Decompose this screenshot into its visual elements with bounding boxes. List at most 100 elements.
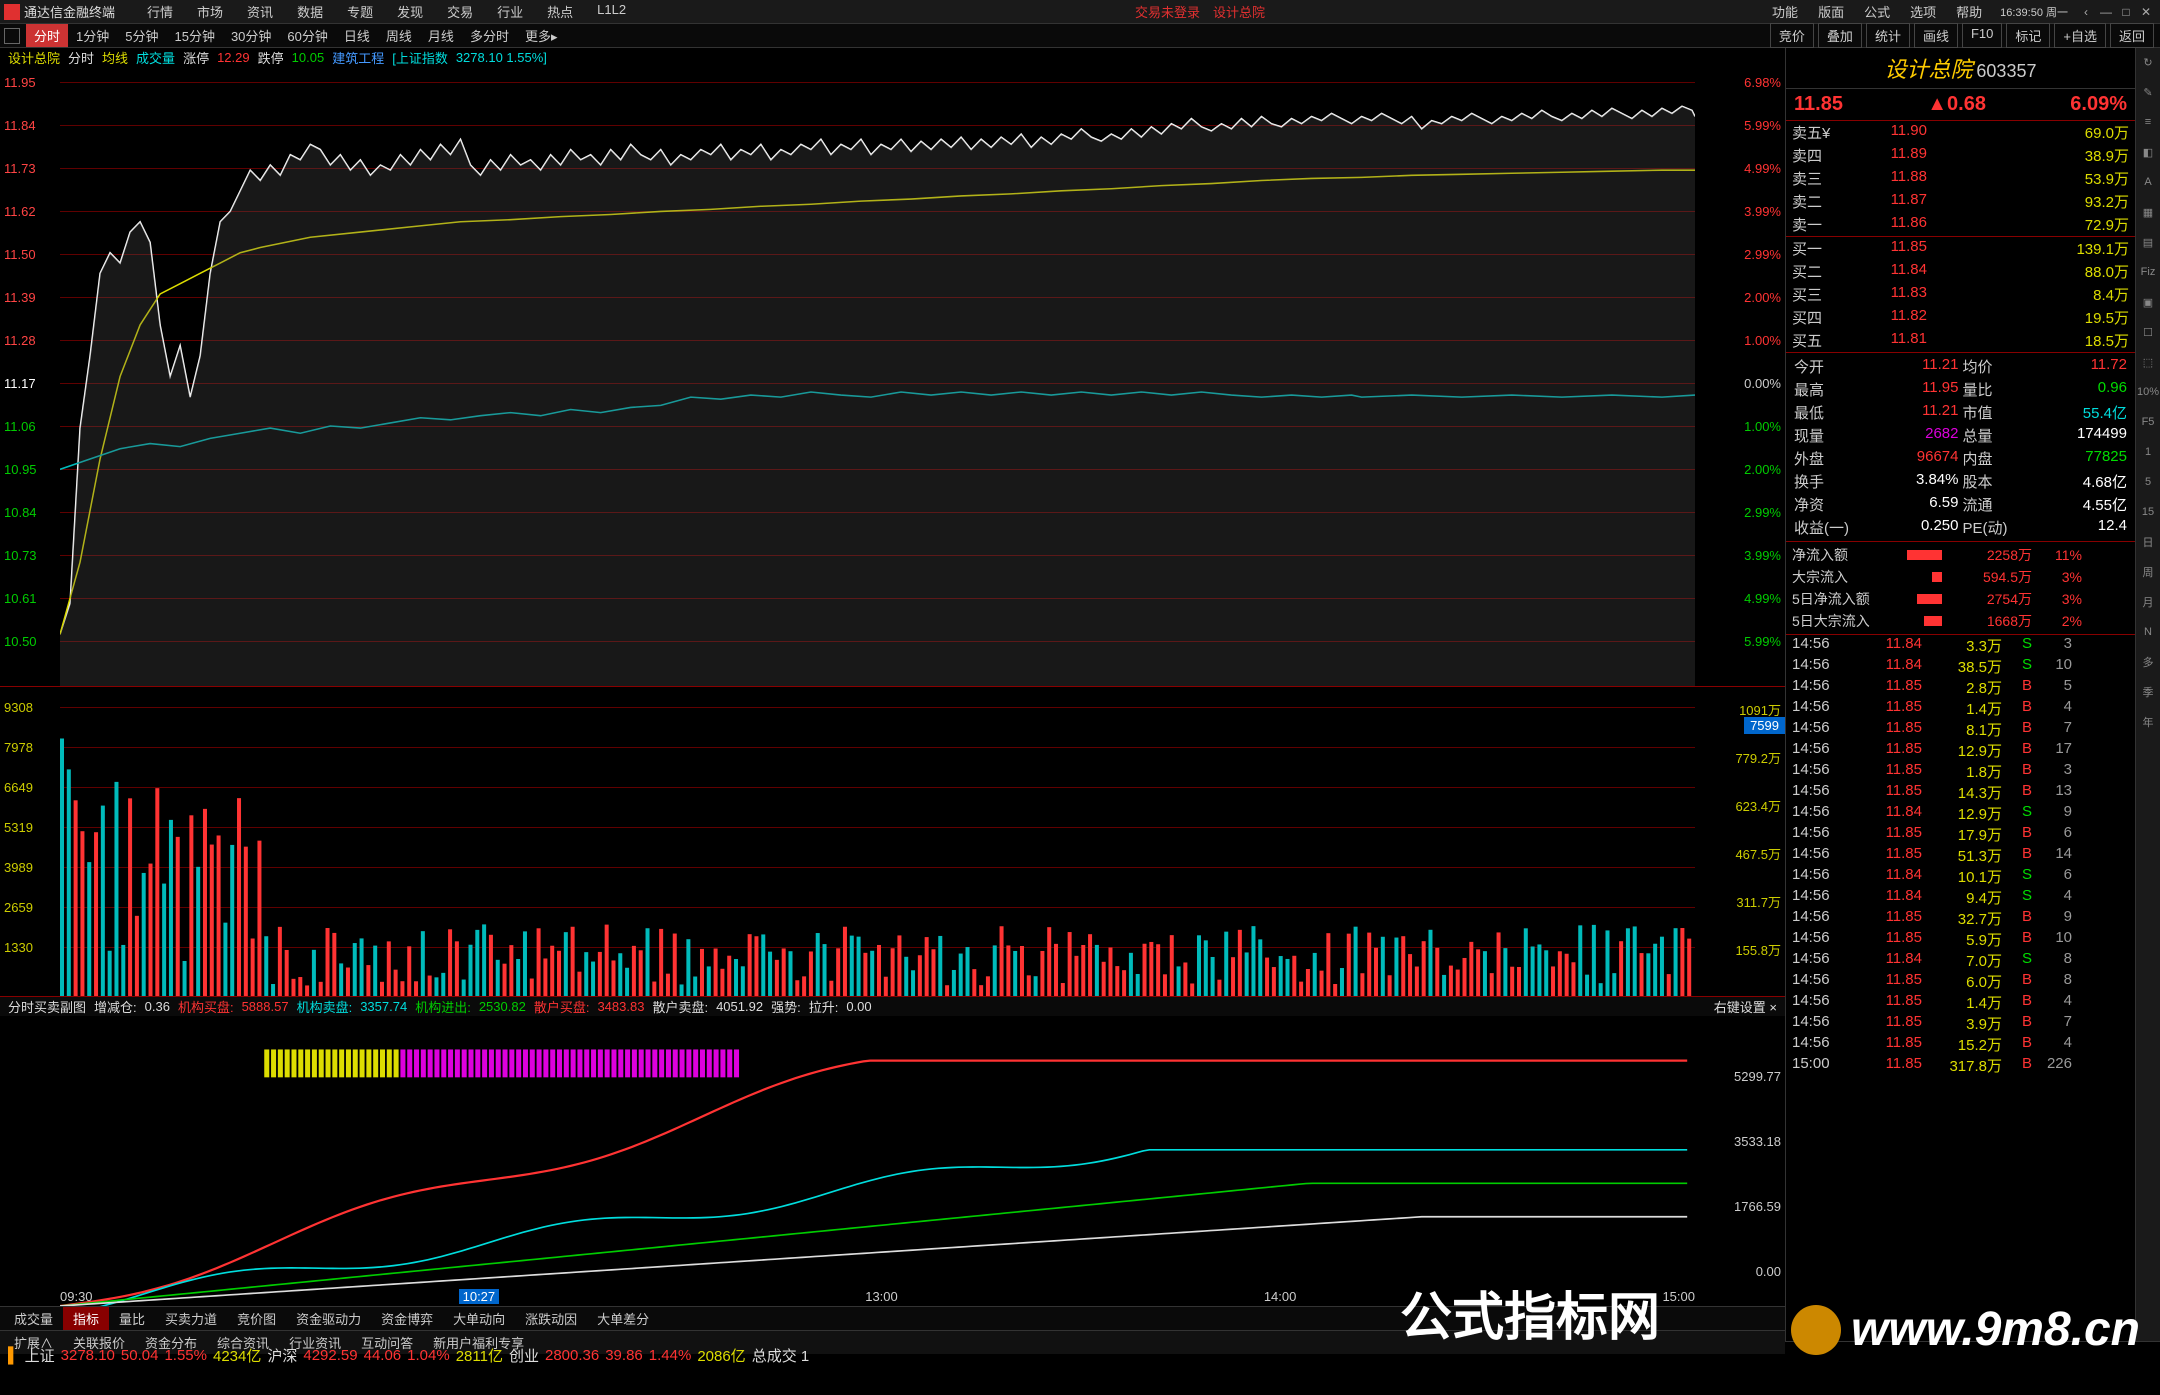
tool-画线[interactable]: 画线 [1914,23,1958,48]
toolbar-icon[interactable]: 月 [2138,592,2158,612]
toolbar-icon[interactable]: 周 [2138,562,2158,582]
menu-热点[interactable]: 热点 [535,2,585,21]
menu-交易[interactable]: 交易 [435,2,485,21]
sell-row-2[interactable]: 卖三11.8853.9万 [1786,167,2135,190]
sell-row-1[interactable]: 卖四11.8938.9万 [1786,144,2135,167]
toolbar-icon[interactable]: Fiz [2138,262,2158,282]
tool-统计[interactable]: 统计 [1866,23,1910,48]
toolbar-icon[interactable]: 季 [2138,682,2158,702]
timeframe-9[interactable]: 多分时 [462,24,517,47]
buy-row-3[interactable]: 买四11.8219.5万 [1786,306,2135,329]
tick-row[interactable]: 14:5611.8514.3万B13 [1786,782,2135,803]
buy-row-1[interactable]: 买二11.8488.0万 [1786,260,2135,283]
timeframe-7[interactable]: 周线 [378,24,420,47]
tick-row[interactable]: 14:5611.8517.9万B6 [1786,824,2135,845]
tool-叠加[interactable]: 叠加 [1818,23,1862,48]
menu-专题[interactable]: 专题 [335,2,385,21]
toolbar-icon[interactable]: ◧ [2138,142,2158,162]
timeframe-2[interactable]: 5分钟 [117,24,166,47]
toolbar-icon[interactable]: 多 [2138,652,2158,672]
tick-row[interactable]: 14:5611.8412.9万S9 [1786,803,2135,824]
tick-row[interactable]: 14:5611.8532.7万B9 [1786,908,2135,929]
menu-公式[interactable]: 公式 [1854,2,1900,21]
menu-帮助[interactable]: 帮助 [1946,2,1992,21]
tick-row[interactable]: 14:5611.856.0万B8 [1786,971,2135,992]
timeframe-8[interactable]: 月线 [420,24,462,47]
grid-icon[interactable] [4,28,20,44]
menu-发现[interactable]: 发现 [385,2,435,21]
buy-row-2[interactable]: 买三11.838.4万 [1786,283,2135,306]
tick-row[interactable]: 14:5611.8512.9万B17 [1786,740,2135,761]
buy-row-4[interactable]: 买五11.8118.5万 [1786,329,2135,352]
toolbar-icon[interactable]: ☐ [2138,322,2158,342]
minimize-icon[interactable]: — [2096,4,2116,20]
tick-row[interactable]: 14:5611.853.9万B7 [1786,1013,2135,1034]
tick-row[interactable]: 14:5611.847.0万S8 [1786,950,2135,971]
menu-选项[interactable]: 选项 [1900,2,1946,21]
sell-row-3[interactable]: 卖二11.8793.2万 [1786,190,2135,213]
toolbar-icon[interactable]: 5 [2138,472,2158,492]
tool-返回[interactable]: 返回 [2110,23,2154,48]
toolbar-icon[interactable]: ⬚ [2138,352,2158,372]
toolbar-icon[interactable]: ▤ [2138,232,2158,252]
close-icon[interactable]: ✕ [2136,4,2156,20]
toolbar-icon[interactable]: 15 [2138,502,2158,522]
ind-tab-3[interactable]: 买卖力道 [155,1307,227,1330]
volume-chart[interactable]: 93087978664953193989265913301091万779.2万6… [0,687,1785,997]
timeframe-4[interactable]: 30分钟 [223,24,279,47]
toolbar-icon[interactable]: ▦ [2138,202,2158,222]
timeframe-10[interactable]: 更多▸ [517,24,566,47]
toolbar-icon[interactable]: ≡ [2138,112,2158,132]
indicator-chart[interactable]: 5299.773533.181766.590.00 09:3010:2713:0… [0,1016,1785,1306]
timeframe-3[interactable]: 15分钟 [166,24,222,47]
tick-row[interactable]: 14:5611.851.8万B3 [1786,761,2135,782]
toolbar-icon[interactable]: ↻ [2138,52,2158,72]
sell-row-0[interactable]: 卖五¥11.9069.0万 [1786,121,2135,144]
tick-row[interactable]: 14:5611.855.9万B10 [1786,929,2135,950]
tick-row[interactable]: 14:5611.8438.5万S10 [1786,656,2135,677]
chevron-left-icon[interactable]: ‹ [2076,4,2096,20]
tick-row[interactable]: 14:5611.8410.1万S6 [1786,866,2135,887]
tick-row[interactable]: 14:5611.852.8万B5 [1786,677,2135,698]
menu-行业[interactable]: 行业 [485,2,535,21]
toolbar-icon[interactable]: ✎ [2138,82,2158,102]
tick-row[interactable]: 14:5611.851.4万B4 [1786,992,2135,1013]
timeframe-6[interactable]: 日线 [336,24,378,47]
tick-row[interactable]: 14:5611.8551.3万B14 [1786,845,2135,866]
tool-标记[interactable]: 标记 [2006,23,2050,48]
ind-tab-7[interactable]: 大单动向 [443,1307,515,1330]
toolbar-icon[interactable]: 1 [2138,442,2158,462]
ind-tab-0[interactable]: 成交量 [4,1307,63,1330]
menu-市场[interactable]: 市场 [185,2,235,21]
menu-L1L2[interactable]: L1L2 [585,2,638,21]
menu-数据[interactable]: 数据 [285,2,335,21]
tool-+自选[interactable]: +自选 [2054,23,2106,48]
tick-row[interactable]: 14:5611.849.4万S4 [1786,887,2135,908]
ind-tab-2[interactable]: 量比 [109,1307,155,1330]
menu-版面[interactable]: 版面 [1808,2,1854,21]
sell-row-4[interactable]: 卖一11.8672.9万 [1786,213,2135,236]
ind-tab-6[interactable]: 资金博弈 [371,1307,443,1330]
tick-row[interactable]: 14:5611.858.1万B7 [1786,719,2135,740]
menu-资讯[interactable]: 资讯 [235,2,285,21]
menu-行情[interactable]: 行情 [135,2,185,21]
ind-tab-4[interactable]: 竞价图 [227,1307,286,1330]
toolbar-icon[interactable]: 日 [2138,532,2158,552]
toolbar-icon[interactable]: F5 [2138,412,2158,432]
toolbar-icon[interactable]: 年 [2138,712,2158,732]
timeframe-1[interactable]: 1分钟 [68,24,117,47]
tick-row[interactable]: 14:5611.843.3万S3 [1786,635,2135,656]
tick-row[interactable]: 15:0011.85317.8万B226 [1786,1055,2135,1076]
price-chart[interactable]: 11.956.98%11.845.99%11.734.99%11.623.99%… [0,67,1785,687]
toolbar-icon[interactable]: A [2138,172,2158,192]
ind-tab-5[interactable]: 资金驱动力 [286,1307,371,1330]
ind-tab-8[interactable]: 涨跌动因 [515,1307,587,1330]
tick-row[interactable]: 14:5611.8515.2万B4 [1786,1034,2135,1055]
tool-F10[interactable]: F10 [1962,23,2002,48]
buy-row-0[interactable]: 买一11.85139.1万 [1786,236,2135,260]
menu-功能[interactable]: 功能 [1762,2,1808,21]
indicator-settings[interactable]: 右键设置 × [1714,997,1777,1016]
ind-tab-9[interactable]: 大单差分 [587,1307,659,1330]
maximize-icon[interactable]: □ [2116,4,2136,20]
tick-row[interactable]: 14:5611.851.4万B4 [1786,698,2135,719]
